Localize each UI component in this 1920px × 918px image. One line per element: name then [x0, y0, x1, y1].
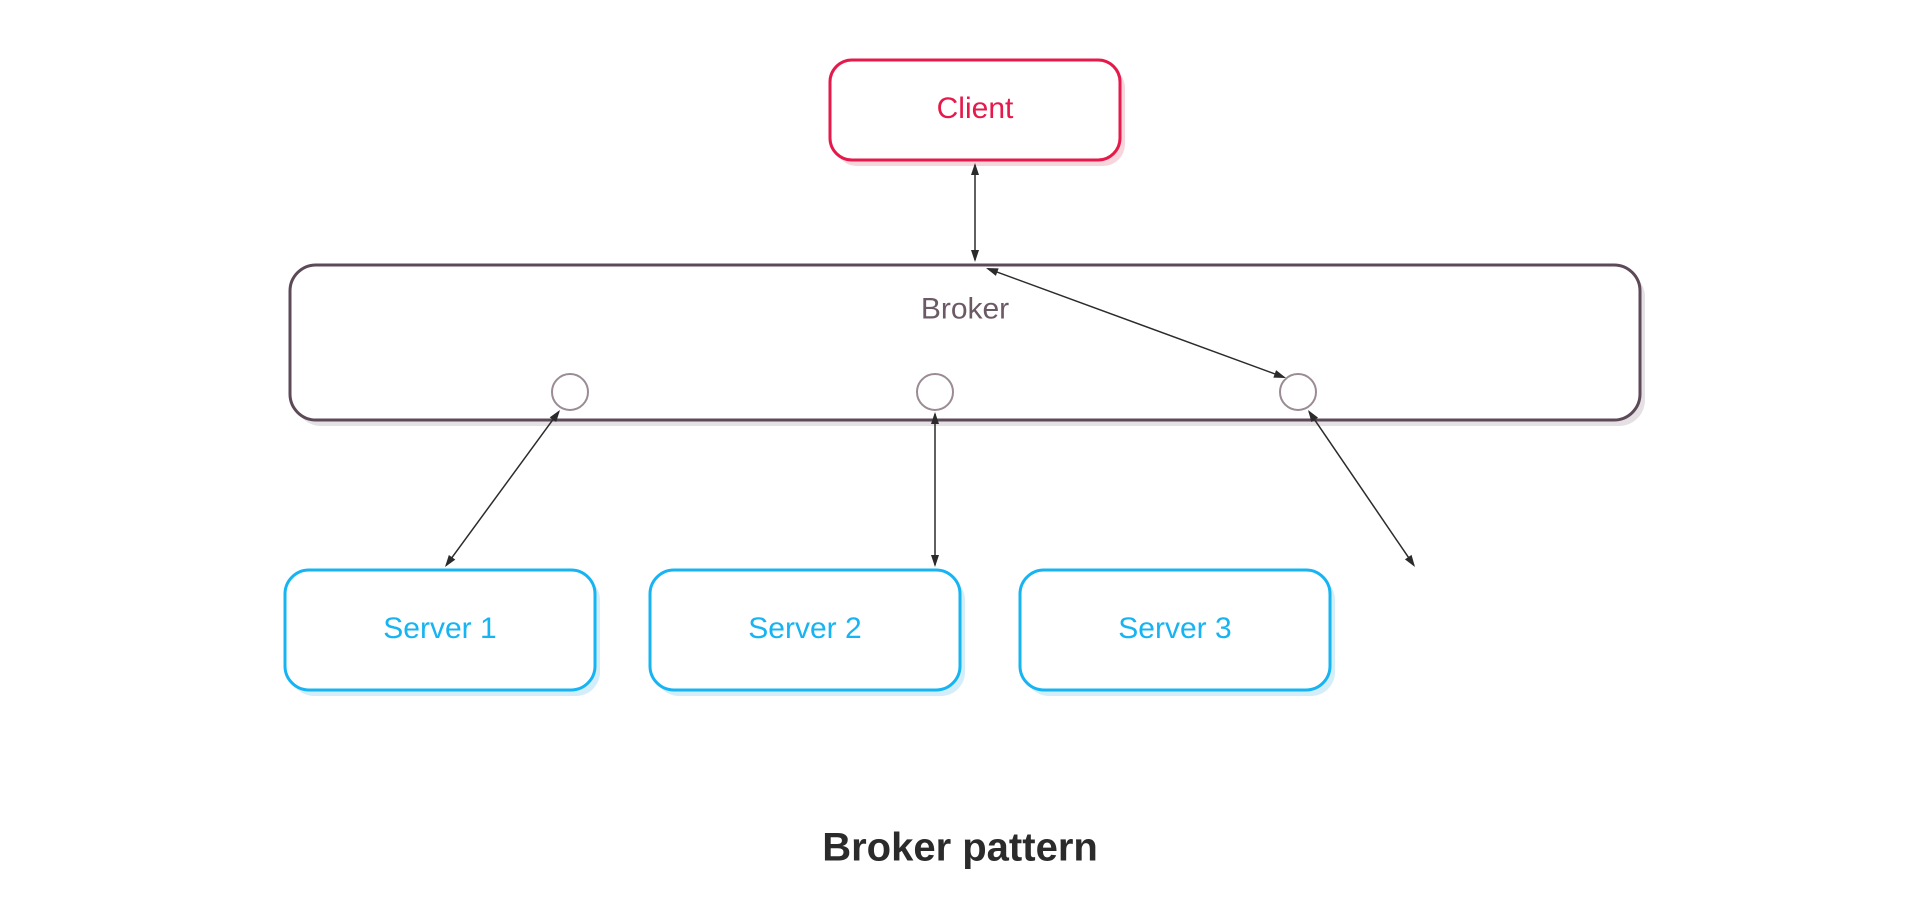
broker-pattern-diagram: Client Broker Server 1 Server 2 Server 3 Brok… — [0, 0, 1920, 918]
node-server2: Server 2 — [650, 570, 965, 696]
edge-e-p1-server1 — [445, 410, 560, 567]
node-broker: Broker — [290, 265, 1645, 426]
node-client-label: Client — [937, 92, 1014, 125]
diagram-title: Broker pattern — [822, 826, 1098, 870]
port-p2 — [917, 374, 953, 410]
edge-e-p2-server2 — [931, 412, 939, 567]
node-server1-label: Server 1 — [383, 612, 496, 645]
node-client: Client — [830, 60, 1125, 166]
node-server3: Server 3 — [1020, 570, 1335, 696]
node-server1: Server 1 — [285, 570, 600, 696]
port-p1 — [552, 374, 588, 410]
port-p3 — [1280, 374, 1316, 410]
edge-e-client-broker — [971, 163, 979, 262]
edge-e-p3-server3 — [1308, 410, 1415, 567]
node-server3-label: Server 3 — [1118, 612, 1231, 645]
node-server2-label: Server 2 — [748, 612, 861, 645]
node-broker-label: Broker — [921, 292, 1009, 325]
